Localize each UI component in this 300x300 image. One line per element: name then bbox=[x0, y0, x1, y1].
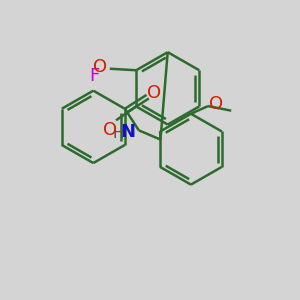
Text: O: O bbox=[103, 121, 117, 139]
Text: O: O bbox=[209, 95, 224, 113]
Text: N: N bbox=[120, 123, 135, 141]
Text: O: O bbox=[147, 84, 161, 102]
Text: O: O bbox=[93, 58, 107, 76]
Text: F: F bbox=[90, 67, 100, 85]
Text: H: H bbox=[113, 126, 124, 141]
